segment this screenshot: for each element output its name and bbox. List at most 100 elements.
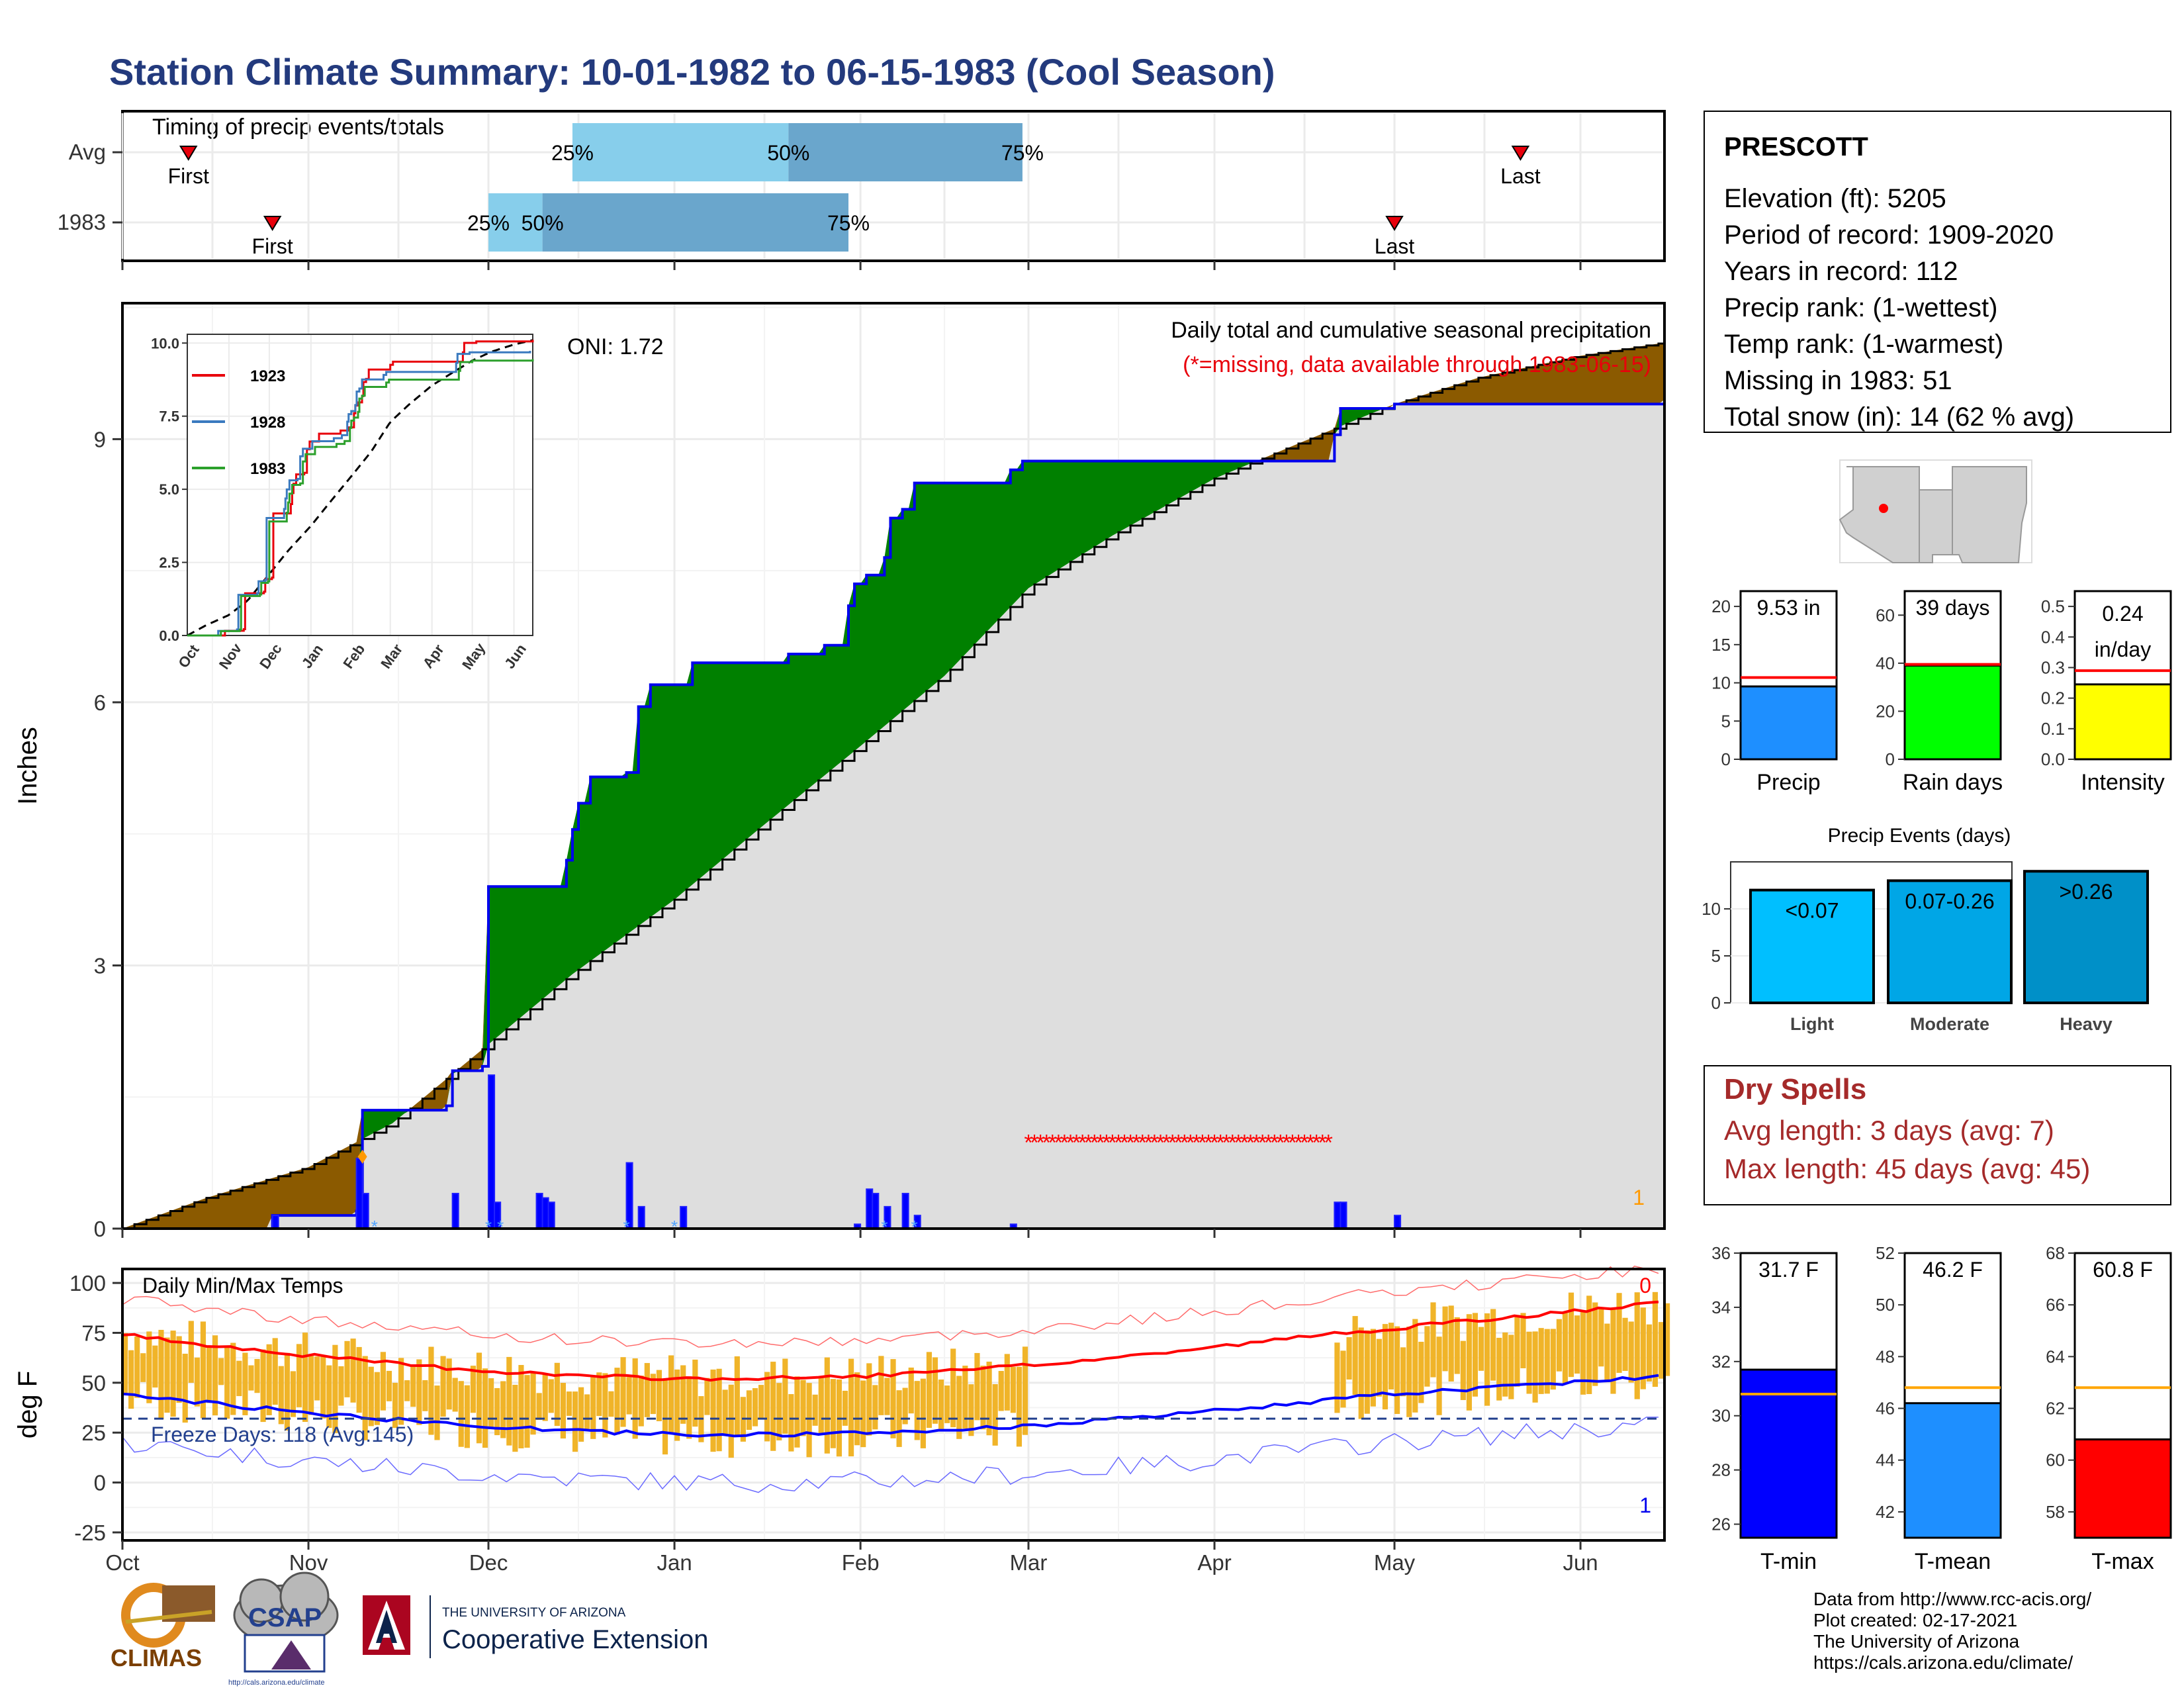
daily-temp-bar	[134, 1336, 140, 1398]
summary-bar-rain-days	[1903, 664, 2002, 761]
station-marker	[1879, 504, 1888, 513]
climas-text: CLIMAS	[111, 1644, 202, 1671]
daily-temp-bar	[608, 1391, 614, 1417]
daily-temp-bar	[938, 1380, 944, 1429]
precip-frame	[121, 302, 1666, 1230]
daily-temp-bar	[872, 1385, 878, 1430]
temp-summary-ytick-label: 32	[1711, 1352, 1731, 1372]
daily-temp-bar	[1394, 1326, 1400, 1415]
inset-series-1928	[187, 351, 531, 637]
daily-precip-bar	[488, 1074, 496, 1229]
summary-value-unit: in/day	[2095, 637, 2151, 661]
precip-legend-title: Daily total and cumulative seasonal prec…	[1171, 318, 1651, 343]
daily-temp-bar	[1388, 1323, 1394, 1389]
temp-top-right: 0	[1639, 1274, 1651, 1297]
daily-temp-bar	[926, 1352, 933, 1429]
summary-bars: 0 5 10 15 20 9.53 in Precip 0 20 40 60 39 days Rain …	[1711, 590, 2172, 795]
daily-temp-bar	[170, 1331, 176, 1417]
daily-temp-bar	[704, 1378, 710, 1415]
snow-marker: *	[671, 1217, 678, 1237]
daily-temp-bar	[818, 1377, 824, 1434]
station-line-snow: Total snow (in): 14 (62 % avg)	[1724, 402, 2074, 432]
daily-temp-bar	[1418, 1341, 1424, 1403]
daily-temp-bar	[668, 1355, 674, 1434]
daily-temp-bar	[830, 1379, 836, 1448]
daily-temp-bar	[644, 1363, 650, 1417]
daily-temp-bar	[1424, 1326, 1430, 1387]
chart-title: Station Climate Summary: 10-01-1982 to 0…	[109, 51, 1275, 93]
summary-ytick-label: 0	[1721, 749, 1731, 769]
temp-summary-ytick-label: 46	[1876, 1399, 1895, 1419]
timing-marker-first	[263, 216, 282, 231]
daily-temp-bar	[374, 1372, 380, 1425]
snow-marker: *	[623, 1217, 629, 1237]
daily-temp-bar	[782, 1358, 788, 1434]
daily-temp-bar	[542, 1374, 548, 1421]
missing-data-marker: *	[1186, 1130, 1195, 1155]
daily-temp-bar	[1616, 1293, 1622, 1373]
ua-big-text: Cooperative Extension	[442, 1625, 708, 1654]
temp-bars: 26 28 30 32 34 36 31.7 F T-min 42 44 46 48 50 52 46.2 …	[1711, 1243, 2172, 1574]
missing-data-marker: *	[1144, 1130, 1153, 1155]
event-bar-label: <0.07	[1786, 899, 1839, 923]
climas-arrow	[125, 1610, 212, 1624]
events-ytick-label: 10	[1702, 899, 1721, 919]
daily-precip-bar	[872, 1192, 880, 1229]
daily-precip-bar	[547, 1201, 555, 1230]
daily-temp-bar	[188, 1321, 194, 1383]
daily-temp-bar	[1598, 1308, 1604, 1367]
daily-temp-bar	[1646, 1324, 1652, 1382]
daily-temp-bar	[1022, 1346, 1028, 1435]
daily-temp-bar	[428, 1346, 434, 1435]
temp-summary-ytick-label: 50	[1876, 1295, 1895, 1315]
temp-summary-ytick-label: 34	[1711, 1297, 1731, 1317]
month-label: May	[1374, 1550, 1416, 1575]
summary-ytick-label: 0.0	[2041, 749, 2065, 769]
daily-temp-bar	[920, 1378, 926, 1448]
daily-temp-bar	[1334, 1342, 1340, 1413]
daily-temp-bar	[878, 1356, 884, 1415]
summary-ytick-label: 5	[1721, 711, 1731, 731]
missing-data-marker: *	[1060, 1130, 1069, 1155]
daily-temp-bar	[812, 1394, 818, 1426]
missing-data-marker: *	[1084, 1130, 1093, 1155]
timing-label-50: 50%	[767, 141, 809, 165]
summary-ytick-label: 0.2	[2041, 688, 2065, 708]
daily-temp-bar	[956, 1376, 962, 1439]
daily-temp-bar	[992, 1383, 998, 1446]
missing-data-marker: *	[1258, 1130, 1267, 1155]
daily-temp-bar	[1016, 1366, 1023, 1447]
daily-temp-bar	[614, 1368, 620, 1435]
daily-temp-bar	[1610, 1309, 1616, 1394]
summary-ytick-label: 0.4	[2041, 627, 2065, 647]
daily-temp-bar	[968, 1384, 974, 1436]
missing-data-marker: *	[1276, 1130, 1285, 1155]
daily-temp-bar	[260, 1349, 266, 1423]
daily-temp-bar	[1640, 1307, 1646, 1389]
climas-logo: CLIMAS	[111, 1583, 215, 1671]
daily-temp-bar	[308, 1356, 314, 1415]
daily-temp-bar	[674, 1369, 680, 1441]
daily-temp-bar	[1370, 1329, 1376, 1407]
daily-temp-bar	[776, 1383, 782, 1440]
daily-temp-bar	[512, 1384, 518, 1452]
snow-marker: *	[371, 1217, 378, 1237]
daily-temp-bar	[1358, 1327, 1364, 1419]
dry-title: Dry Spells	[1724, 1073, 1866, 1105]
precip-surplus-area	[122, 399, 1664, 1229]
inset-ytick-label: 2.5	[159, 555, 179, 571]
month-label: Jan	[657, 1550, 692, 1575]
daily-temp-bar	[458, 1381, 464, 1447]
missing-data-marker: *	[1168, 1130, 1177, 1155]
missing-data-marker: *	[1210, 1130, 1218, 1155]
daily-temp-bar	[230, 1342, 236, 1415]
missing-data-marker: *	[1150, 1130, 1159, 1155]
missing-data-marker: *	[1222, 1130, 1231, 1155]
daily-temp-bar	[524, 1375, 530, 1448]
missing-data-marker: *	[1132, 1130, 1141, 1155]
dry-max: Max length: 45 days (avg: 45)	[1724, 1153, 2090, 1184]
snow-marker: *	[911, 1217, 918, 1237]
daily-temp-bar	[884, 1378, 890, 1415]
daily-temp-bar	[158, 1329, 164, 1419]
daily-temp-bar	[1664, 1303, 1670, 1376]
